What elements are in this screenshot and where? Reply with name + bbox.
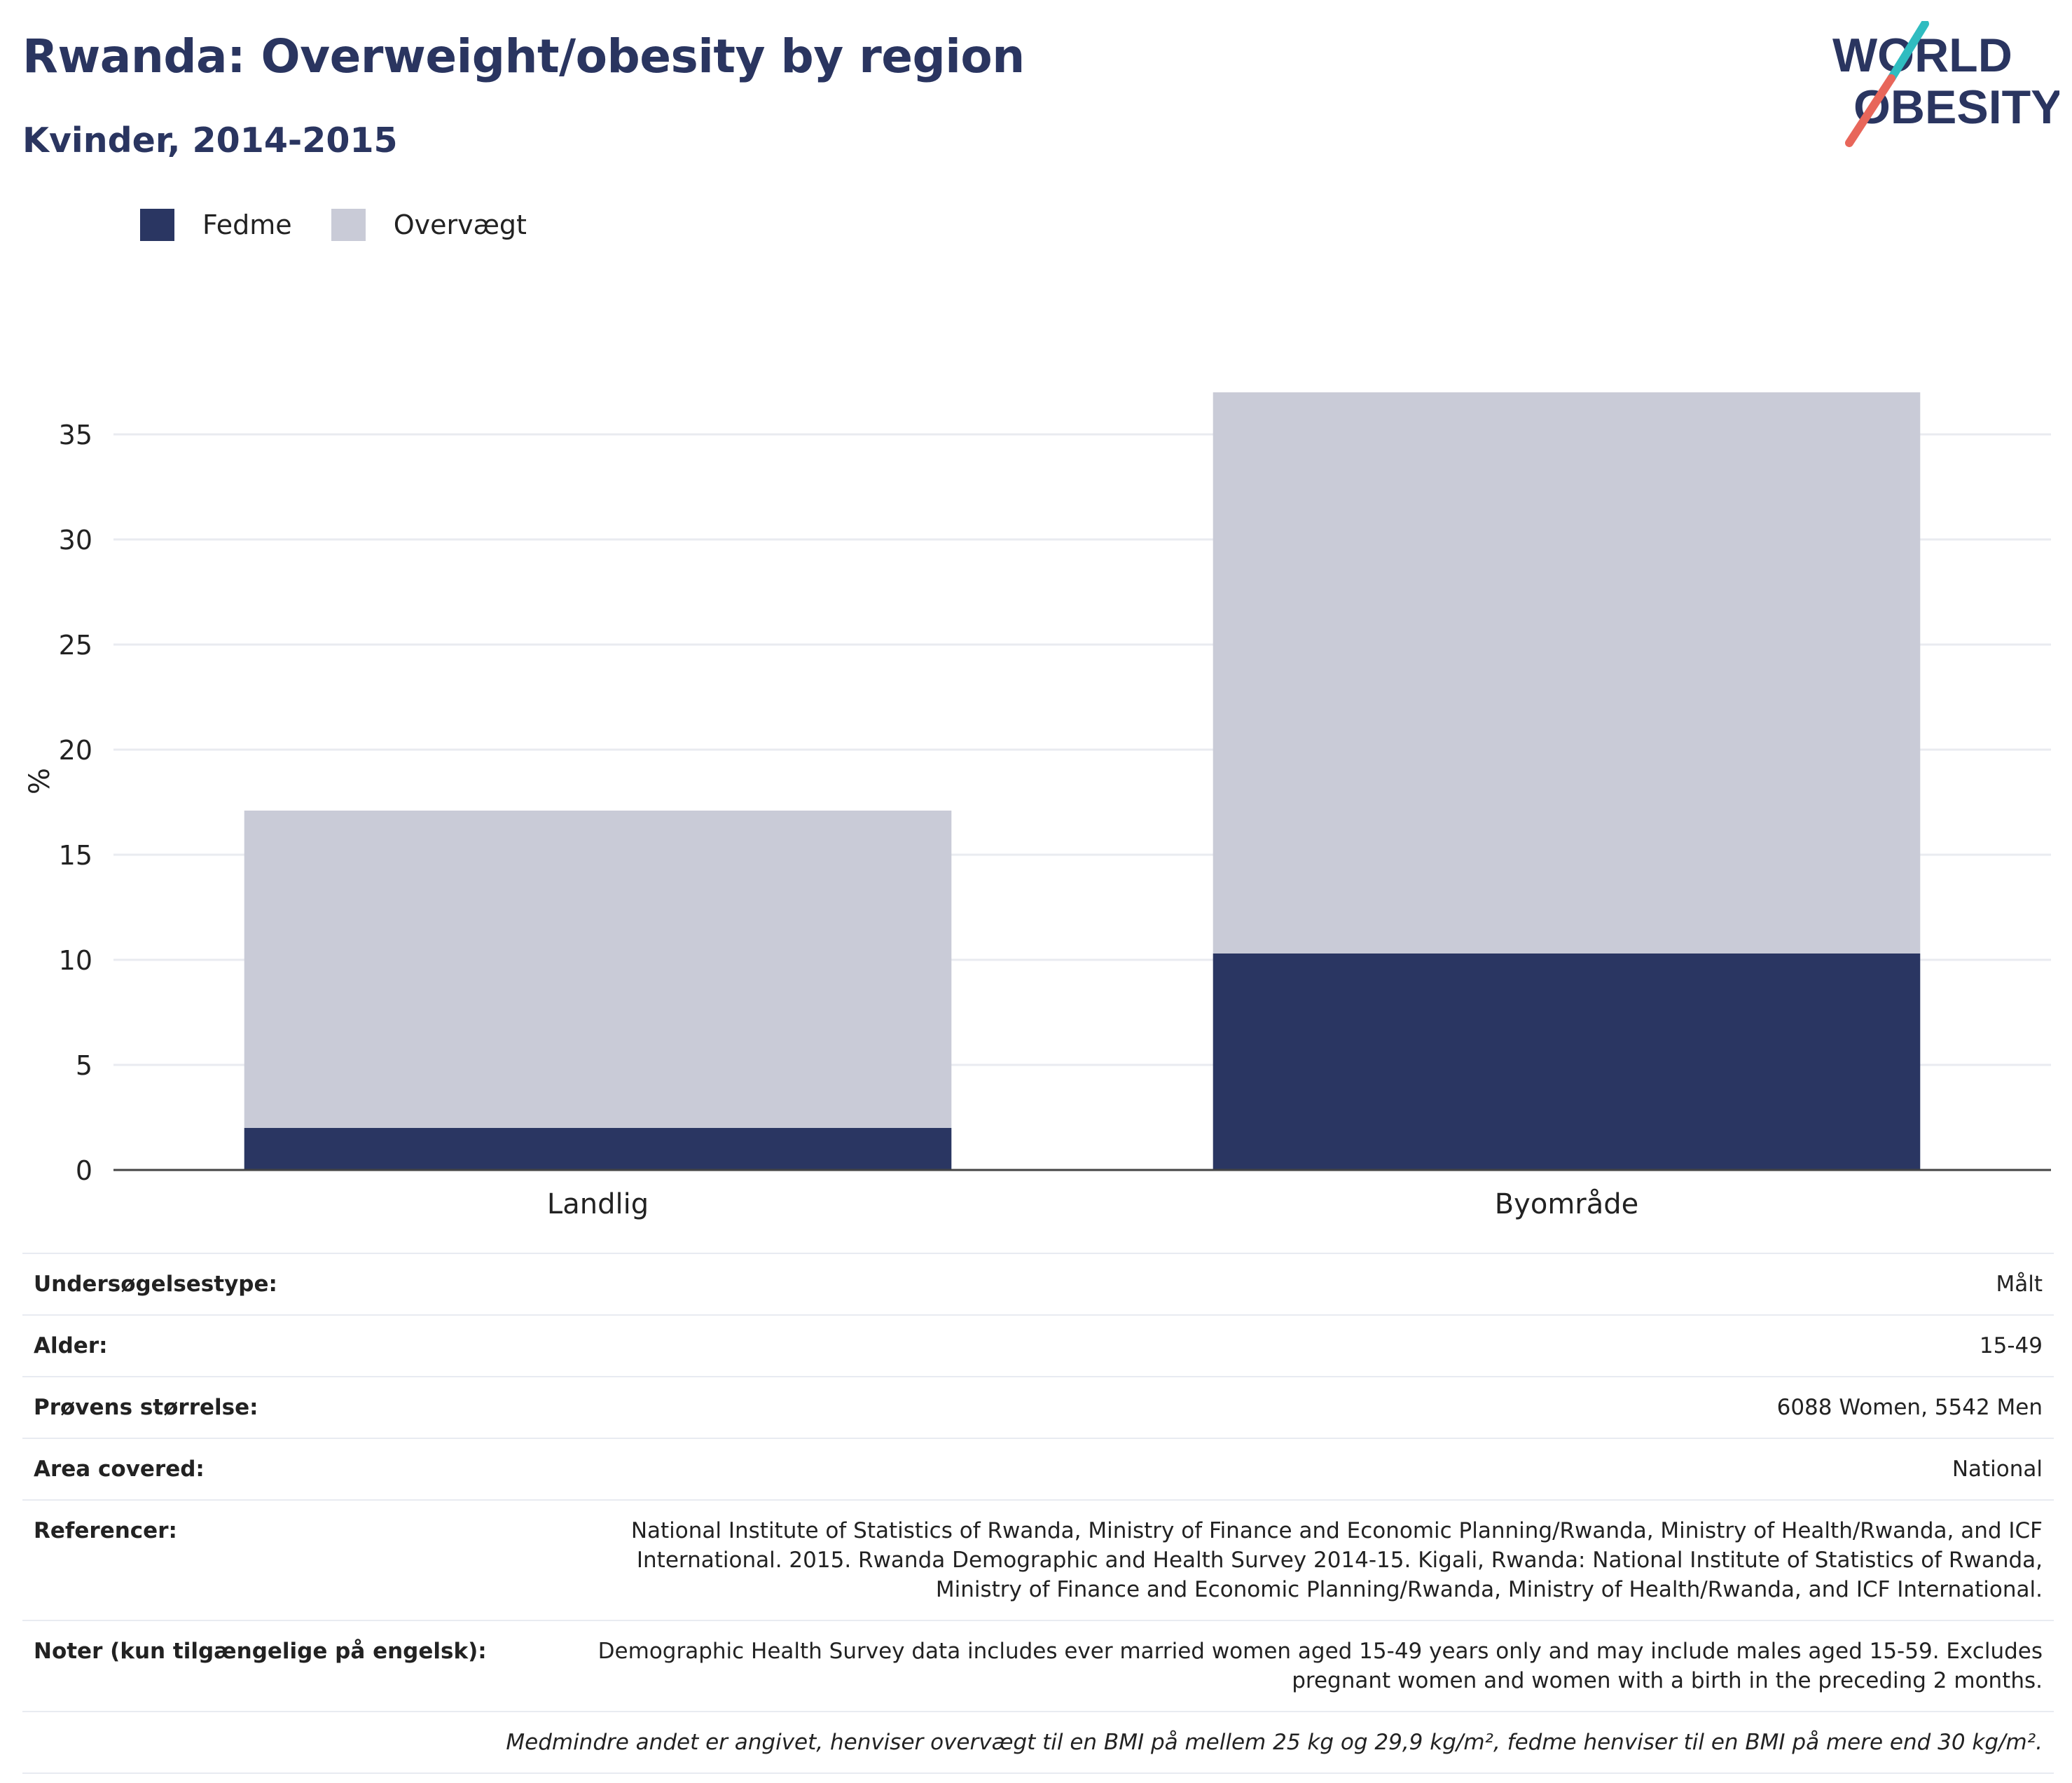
x-tick-label: Byområde (1495, 1188, 1639, 1220)
info-row-age: Alder: 15-49 (22, 1315, 2054, 1377)
info-row-notes: Noter (kun tilgængelige på engelsk): Dem… (22, 1620, 2054, 1712)
bar-segment-fedme (244, 1128, 952, 1170)
y-tick-label: 0 (76, 1155, 92, 1186)
legend-label-overvaegt: Overvægt (393, 209, 527, 240)
legend-item-fedme[interactable]: Fedme (140, 209, 292, 241)
y-tick-label: 25 (59, 630, 92, 661)
info-key: Referencer: (22, 1500, 535, 1621)
world-obesity-logo: WORLD OBESITY (1832, 21, 2059, 147)
info-value: National (535, 1438, 2054, 1501)
info-key: Undersøgelsestype: (22, 1253, 535, 1316)
logo-slash-teal (1887, 21, 1929, 83)
bar-segment-fedme (1213, 954, 1921, 1170)
y-tick-label: 30 (59, 525, 92, 556)
info-row-sample-size: Prøvens størrelse: 6088 Women, 5542 Men (22, 1377, 2054, 1439)
footnote: Medmindre andet er angivet, henviser ove… (22, 1712, 2054, 1774)
logo-slash-coral (1845, 74, 1895, 147)
info-key: Noter (kun tilgængelige på engelsk): (22, 1620, 535, 1712)
info-row-area-covered: Area covered: National (22, 1438, 2054, 1501)
info-value: 15-49 (535, 1315, 2054, 1377)
y-tick-label: 10 (59, 945, 92, 976)
info-key: Prøvens størrelse: (22, 1377, 535, 1439)
info-key: Alder: (22, 1315, 535, 1377)
info-row-survey-type: Undersøgelsestype: Målt (22, 1253, 2054, 1316)
y-tick-label: 15 (59, 840, 92, 871)
info-value: Demographic Health Survey data includes … (535, 1620, 2054, 1712)
survey-info-table: Undersøgelsestype: Målt Alder: 15-49 Prø… (22, 1253, 2054, 1774)
y-tick-label: 20 (59, 735, 92, 766)
y-axis-label: % (24, 768, 56, 794)
legend-item-overvaegt[interactable]: Overvægt (331, 209, 527, 241)
info-row-references: Referencer: National Institute of Statis… (22, 1500, 2054, 1621)
legend-label-fedme: Fedme (202, 209, 292, 240)
info-value: National Institute of Statistics of Rwan… (535, 1500, 2054, 1621)
info-value: 6088 Women, 5542 Men (535, 1377, 2054, 1439)
x-tick-label: Landlig (547, 1188, 649, 1220)
legend-swatch-fedme (140, 209, 174, 241)
chart-legend: Fedme Overvægt (140, 209, 566, 241)
logo-text-world: WORLD (1832, 29, 2012, 82)
bar-chart: 0 5 10 15 20 25 30 35% Landlig Byområde (24, 392, 2051, 1220)
y-tick-label: 5 (76, 1050, 92, 1081)
info-key: Area covered: (22, 1438, 535, 1501)
legend-swatch-overvaegt (331, 209, 366, 241)
bar-segment-overvaegt (1213, 392, 1921, 954)
info-value: Målt (535, 1253, 2054, 1316)
chart-subtitle: Kvinder, 2014-2015 (22, 121, 398, 160)
info-row-footnote: Medmindre andet er angivet, henviser ove… (22, 1712, 2054, 1774)
bar-segment-overvaegt (244, 811, 952, 1128)
chart-title: Rwanda: Overweight/obesity by region (22, 29, 1025, 83)
y-tick-label: 35 (59, 420, 92, 450)
